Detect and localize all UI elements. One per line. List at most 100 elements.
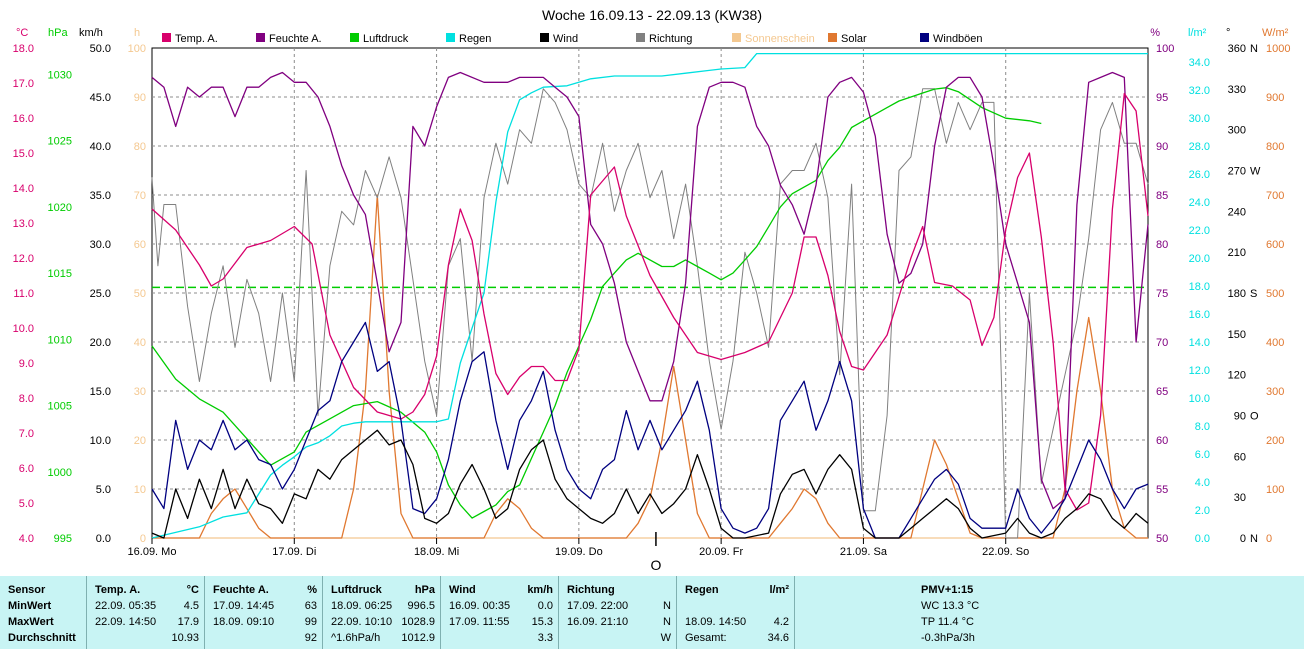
legend-swatch-solar (828, 33, 837, 42)
stats-wind-max-time: 17.09. 11:55 (449, 616, 510, 628)
stats-pressure-min-time: 18.09. 06:25 (331, 600, 393, 612)
x-label: 21.09. Sa (840, 546, 888, 558)
direction-cardinal: S (1250, 288, 1257, 300)
tick-temp: 9.0 (19, 358, 34, 370)
tick-sunshine: 40 (134, 337, 146, 349)
series-line-gust (151, 321, 1149, 539)
stats-pressure-max-time: 22.09. 10:10 (331, 616, 393, 628)
tick-solar: 400 (1266, 337, 1284, 349)
tick-direction: 210 (1228, 247, 1246, 259)
tick-rain: 0.0 (1195, 533, 1210, 545)
tick-wind: 15.0 (90, 386, 111, 398)
tick-humidity: 100 (1156, 43, 1174, 55)
tick-sunshine: 0 (140, 533, 146, 545)
stats-direction-avg-value: W (660, 632, 671, 644)
tick-wind: 20.0 (90, 337, 111, 349)
tick-wind: 10.0 (90, 435, 111, 447)
tick-rain: 30.0 (1189, 113, 1210, 125)
stats-temp-avg-value: 10.93 (171, 632, 199, 644)
tick-pressure: 1000 (48, 467, 72, 479)
tick-rain: 32.0 (1189, 85, 1210, 97)
direction-cardinal: O (1250, 411, 1259, 423)
stats-wind-min-value: 0.0 (537, 600, 553, 612)
x-label: 19.09. Do (555, 546, 603, 558)
tick-rain: 26.0 (1189, 169, 1210, 181)
tick-sunshine: 60 (134, 239, 146, 251)
x-label: 18.09. Mi (414, 546, 459, 558)
stats-col-pressure: Luftdruck hPa 18.09. 06:25 996.5 22.09. … (322, 576, 441, 649)
tick-humidity: 75 (1156, 288, 1168, 300)
tick-temp: 4.0 (19, 533, 34, 545)
stats-col-pmv: PMV+1:15 WC 13.3 °C TP 11.4 °C -0.3hPa/3… (794, 576, 1304, 649)
tick-temp: 10.0 (13, 323, 34, 335)
tick-humidity: 95 (1156, 92, 1168, 104)
direction-cardinal: W (1250, 166, 1261, 178)
axis-unit-direction: ° (1226, 27, 1230, 39)
tick-rain: 2.0 (1195, 505, 1210, 517)
tick-direction: 240 (1228, 206, 1246, 218)
stats-direction-max-value: N (663, 616, 671, 628)
x-label: 17.09. Di (272, 546, 316, 558)
stats-pressure-trend: ^1.6hPa/h (331, 632, 381, 644)
axis-unit-rain: l/m² (1188, 27, 1207, 39)
stats-header-pmv: PMV+1:15 (921, 584, 974, 596)
tick-direction: 270 (1228, 166, 1246, 178)
direction-cardinal: N (1250, 43, 1258, 55)
stats-unit-rain: l/m² (769, 584, 789, 596)
tick-sunshine: 50 (134, 288, 146, 300)
legend-swatch-pressure (350, 33, 359, 42)
legend-label-pressure: Luftdruck (363, 33, 409, 45)
direction-cardinal: N (1250, 533, 1258, 545)
stats-pmv-trend: -0.3hPa/3h (921, 632, 975, 644)
tick-pressure: 1005 (48, 401, 72, 413)
tick-temp: 15.0 (13, 148, 34, 160)
tick-humidity: 70 (1156, 337, 1168, 349)
annotation-label: O (650, 557, 661, 573)
tick-wind: 40.0 (90, 141, 111, 153)
tick-humidity: 80 (1156, 239, 1168, 251)
series-line-wind (151, 429, 1149, 539)
stats-header-temp: Temp. A. (95, 584, 141, 596)
stats-pressure-min-value: 996.5 (407, 600, 435, 612)
tick-direction: 300 (1228, 125, 1246, 137)
stats-humidity-avg-value: 92 (304, 632, 317, 644)
tick-sunshine: 70 (134, 190, 146, 202)
tick-temp: 17.0 (13, 78, 34, 90)
tick-wind: 25.0 (90, 288, 111, 300)
statistics-panel: Sensor MinWert MaxWert Durchschnitt Temp… (0, 576, 1304, 649)
tick-wind: 35.0 (90, 190, 111, 202)
stats-temp-min-time: 22.09. 05:35 (95, 600, 157, 612)
stats-col-wind: Wind km/h 16.09. 00:35 0.0 17.09. 11:55 … (440, 576, 559, 649)
stats-unit-wind: km/h (527, 584, 553, 596)
legend-swatch-humidity (256, 33, 265, 42)
stats-col-rain: Regen l/m² 18.09. 14:50 4.2 Gesamt: 34.6 (676, 576, 795, 649)
legend-swatch-sunshine (732, 33, 741, 42)
axes: 4.0 5.0 6.0 7.0 8.0 9.0 10.0 11.0 12.0 13.0 14.0 15… (13, 43, 1291, 545)
tick-direction: 0 (1240, 533, 1246, 545)
legend: Temp. A. Feuchte A. Luftdruck Regen Wind Rich… (162, 33, 983, 45)
legend-swatch-direction (636, 33, 645, 42)
tick-solar: 1000 (1266, 43, 1290, 55)
legend-label-gust: Windböen (933, 33, 983, 45)
tick-direction: 150 (1228, 329, 1246, 341)
tick-solar: 200 (1266, 435, 1284, 447)
stats-pressure-max-value: 1028.9 (401, 616, 435, 628)
chart-title: Woche 16.09.13 - 22.09.13 (KW38) (542, 7, 762, 23)
legend-swatch-temp (162, 33, 171, 42)
tick-humidity: 60 (1156, 435, 1168, 447)
tick-rain: 20.0 (1189, 253, 1210, 265)
stats-wind-max-value: 15.3 (531, 616, 553, 628)
tick-direction: 330 (1228, 84, 1246, 96)
tick-humidity: 50 (1156, 533, 1168, 545)
tick-wind: 0.0 (96, 533, 111, 545)
tick-rain: 6.0 (1195, 449, 1210, 461)
tick-solar: 700 (1266, 190, 1284, 202)
tick-solar: 0 (1266, 533, 1272, 545)
stats-header-humidity: Feuchte A. (213, 584, 269, 596)
tick-temp: 6.0 (19, 463, 34, 475)
stats-wind-min-time: 16.09. 00:35 (449, 600, 511, 612)
stats-col-temp: Temp. A. °C 22.09. 05:35 4.5 22.09. 14:5… (86, 576, 205, 649)
tick-rain: 10.0 (1189, 393, 1210, 405)
stats-row-label-max: MaxWert (8, 616, 54, 628)
stats-humidity-max-time: 18.09. 09:10 (213, 616, 275, 628)
